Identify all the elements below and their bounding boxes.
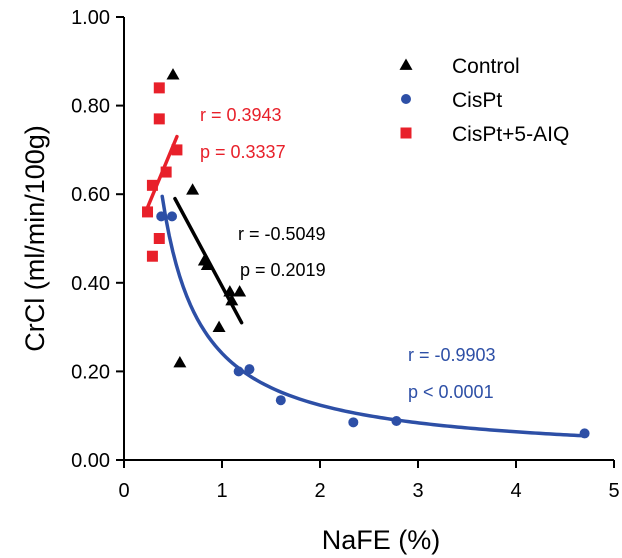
r-value-label: r = 0.3943 — [200, 105, 282, 125]
circle-data-point — [233, 366, 244, 377]
r-value-label: r = -0.9903 — [408, 345, 496, 365]
triangle-data-point — [225, 294, 239, 306]
x-tick-label: 3 — [412, 480, 423, 502]
y-axis-title: CrCl (ml/min/100g) — [20, 125, 50, 352]
legend-item: Control — [399, 55, 520, 78]
x-axis-ticks: 0 1 2 3 4 5 — [118, 460, 620, 502]
circle-data-point — [391, 416, 402, 427]
legend-square-marker — [400, 127, 412, 139]
fit-lines — [145, 134, 587, 438]
y-tick-label: 1.00 — [71, 7, 110, 29]
y-tick-label: 0.80 — [71, 96, 110, 118]
x-tick-label: 0 — [118, 480, 129, 502]
legend: Control CisPt CisPt+5-AIQ — [399, 55, 569, 146]
square-data-point — [146, 179, 158, 191]
x-tick-label: 2 — [314, 480, 325, 502]
p-value-label: p = 0.2019 — [240, 260, 326, 280]
triangle-data-point — [173, 356, 187, 368]
triangle-data-point — [223, 285, 237, 297]
p-value-label: p < 0.0001 — [408, 382, 494, 402]
x-tick-label: 5 — [608, 480, 619, 502]
x-tick-label: 1 — [216, 480, 227, 502]
circle-data-point — [156, 211, 167, 222]
y-tick-label: 0.60 — [71, 184, 110, 206]
r-value-label: r = -0.5049 — [238, 224, 326, 244]
triangle-data-point — [200, 258, 214, 270]
y-tick-label: 0.40 — [71, 273, 110, 295]
square-data-point — [153, 233, 165, 244]
legend-circle-marker — [401, 94, 411, 104]
circle-data-point — [275, 395, 286, 406]
triangle-data-point — [166, 68, 180, 80]
legend-label: Control — [452, 55, 520, 78]
legend-item: CisPt — [401, 89, 502, 112]
circle-data-point — [244, 364, 255, 375]
y-tick-label: 0.00 — [71, 450, 110, 472]
square-data-point — [142, 206, 154, 218]
circle-series-fit-curve — [160, 194, 587, 438]
circle-data-point — [348, 417, 359, 428]
triangle-data-point — [233, 285, 247, 297]
x-axis-title: NaFE (%) — [322, 525, 441, 555]
square-data-point — [146, 250, 158, 262]
y-axis-ticks: 0.00 0.20 0.40 0.60 0.80 1.00 — [71, 7, 124, 472]
data-points — [142, 68, 590, 439]
square-data-point — [171, 144, 183, 156]
axes: 0.00 0.20 0.40 0.60 0.80 1.00 0 1 2 3 4 5 — [71, 7, 620, 502]
legend-label: CisPt — [452, 89, 502, 112]
legend-triangle-marker — [399, 58, 413, 70]
triangle-data-point — [186, 183, 200, 195]
triangle-data-point — [212, 320, 226, 332]
circle-data-point — [579, 428, 590, 439]
square-data-point — [153, 82, 165, 94]
p-value-label: p = 0.3337 — [200, 142, 286, 162]
stat-annotations: r = -0.5049 p = 0.2019 r = -0.9903 p < 0.00… — [200, 105, 496, 402]
legend-label: CisPt+5-AIQ — [452, 123, 569, 146]
x-tick-label: 4 — [510, 480, 521, 502]
square-data-point — [160, 166, 172, 178]
y-tick-label: 0.20 — [71, 361, 110, 383]
legend-item: CisPt+5-AIQ — [400, 123, 569, 146]
circle-data-point — [167, 211, 178, 222]
square-data-point — [153, 113, 165, 125]
